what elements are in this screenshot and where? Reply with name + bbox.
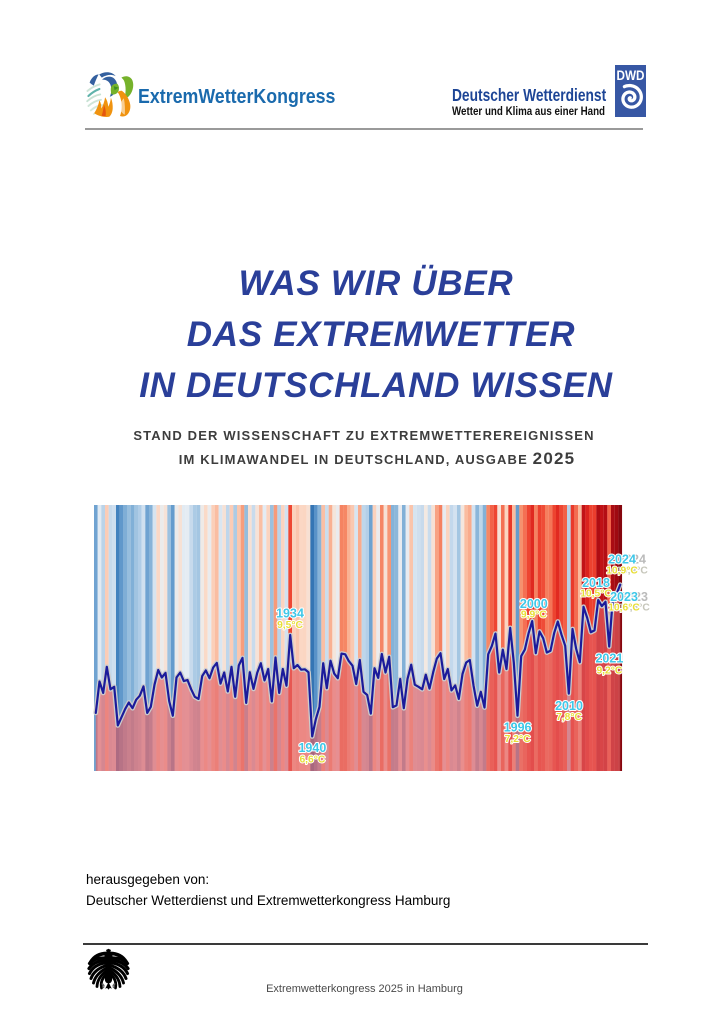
svg-text:10,9°C: 10,9°C (606, 566, 638, 577)
svg-text:1940: 1940 (298, 741, 326, 755)
svg-text:2010: 2010 (555, 699, 583, 713)
svg-text:9,2°C: 9,2°C (596, 666, 622, 677)
svg-text:9,5°C: 9,5°C (277, 620, 303, 631)
svg-text:7,8°C: 7,8°C (556, 712, 582, 723)
svg-text:2021: 2021 (595, 652, 623, 666)
svg-text:10,5°C: 10,5°C (580, 589, 612, 600)
svg-text:2023: 2023 (610, 590, 638, 604)
svg-text:9,9°C: 9,9°C (521, 609, 547, 620)
svg-text:2000: 2000 (520, 597, 548, 611)
svg-text:2024: 2024 (618, 553, 646, 567)
svg-text:DWD: DWD (617, 68, 645, 83)
svg-text:10,6°C: 10,6°C (618, 603, 650, 614)
svg-text:10,6°C: 10,6°C (608, 603, 640, 614)
svg-text:2023: 2023 (620, 590, 648, 604)
svg-text:2018: 2018 (582, 576, 610, 590)
svg-text:7,2°C: 7,2°C (505, 734, 531, 745)
svg-text:1934: 1934 (276, 607, 304, 621)
svg-text:1996: 1996 (504, 721, 532, 735)
svg-text:2024: 2024 (608, 553, 636, 567)
svg-text:6,6°C: 6,6°C (299, 755, 325, 766)
svg-text:10,9°C: 10,9°C (616, 566, 648, 577)
